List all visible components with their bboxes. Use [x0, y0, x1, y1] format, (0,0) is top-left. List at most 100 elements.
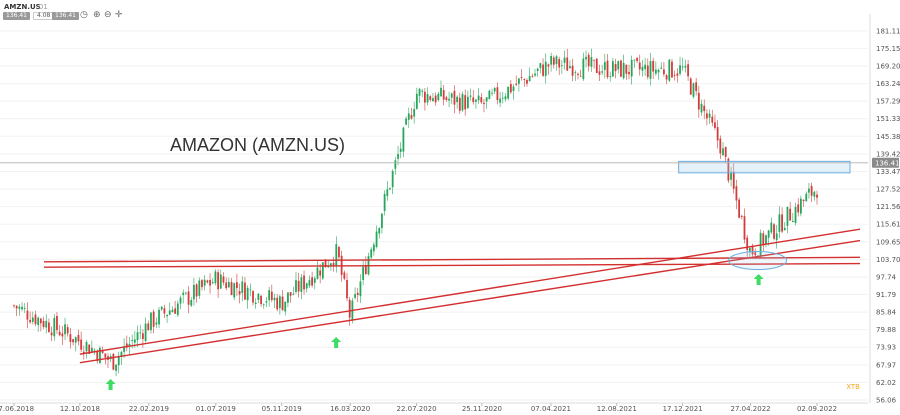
- candle-body: [284, 301, 287, 312]
- candle-body: [705, 113, 708, 119]
- candle-body: [198, 280, 201, 296]
- candle-body: [587, 54, 590, 67]
- up-arrow-icon: [753, 274, 764, 285]
- candle-body: [560, 65, 563, 66]
- resistance-zone: [678, 160, 851, 174]
- candle-body: [29, 319, 32, 323]
- candle-body: [246, 287, 249, 301]
- y-tick-label: 91.79: [876, 291, 896, 299]
- candle-body: [773, 224, 775, 239]
- crosshair-icon[interactable]: ✛: [115, 10, 123, 20]
- candle-body: [69, 334, 72, 342]
- candle-body: [104, 353, 107, 358]
- candle-body: [262, 304, 265, 306]
- candle-body: [700, 103, 703, 113]
- timeframe-label[interactable]: D1: [38, 3, 48, 11]
- candle-body: [391, 170, 394, 188]
- candle-body: [144, 323, 147, 342]
- candle-body: [93, 350, 96, 352]
- candle-body: [276, 297, 279, 310]
- candle-body: [536, 68, 539, 72]
- candle-body: [48, 322, 50, 333]
- candle-body: [740, 215, 743, 217]
- candle-body: [765, 235, 767, 245]
- candle-body: [625, 64, 628, 74]
- symbol-label[interactable]: AMZN.US: [4, 3, 41, 11]
- candle-body: [82, 351, 85, 354]
- candle-body: [426, 94, 429, 103]
- candle-body: [74, 337, 77, 343]
- candle-body: [273, 297, 276, 301]
- candle-body: [34, 314, 37, 325]
- candle-body: [692, 83, 695, 97]
- x-tick-label: 01.07.2019: [196, 405, 236, 413]
- candle-body: [590, 57, 593, 67]
- bid-price-box[interactable]: 136.41: [3, 12, 30, 20]
- candle-body: [399, 148, 402, 152]
- zoom-out-icon[interactable]: ⊖: [104, 10, 112, 20]
- candle-body: [649, 61, 652, 79]
- y-tick-label: 175.15: [876, 45, 900, 53]
- candles: [13, 48, 818, 377]
- candle-body: [233, 283, 236, 298]
- candle-body: [174, 308, 177, 314]
- candle-body: [209, 279, 211, 286]
- candle-body: [397, 154, 399, 159]
- candle-body: [330, 263, 332, 267]
- broker-logo: XTB: [846, 383, 860, 391]
- candle-body: [343, 272, 346, 279]
- candle-body: [684, 65, 687, 68]
- candle-body: [601, 71, 604, 73]
- candle-body: [50, 332, 53, 336]
- candle-body: [77, 334, 80, 342]
- support-ellipse: [728, 251, 788, 271]
- candle-body: [719, 138, 722, 154]
- candle-body: [201, 280, 203, 288]
- candle-body: [517, 78, 520, 84]
- candle-body: [281, 296, 284, 311]
- y-tick-label: 181.11: [876, 27, 900, 35]
- candle-body: [786, 206, 789, 226]
- candle-body: [778, 214, 781, 232]
- candle-body: [730, 172, 732, 180]
- candle-body: [808, 188, 810, 193]
- clock-icon[interactable]: ◷: [80, 10, 88, 20]
- candle-body: [117, 356, 120, 366]
- candle-body: [507, 86, 510, 99]
- candle-body: [799, 198, 802, 214]
- candle-body: [327, 266, 330, 268]
- candle-body: [504, 96, 507, 100]
- candle-body: [475, 99, 477, 102]
- ask-price-box[interactable]: 136.41: [52, 12, 79, 20]
- candle-body: [461, 93, 464, 111]
- y-tick-label: 79.88: [876, 326, 896, 334]
- candle-body: [791, 220, 794, 223]
- candle-body: [335, 244, 338, 267]
- candle-body: [805, 193, 808, 202]
- candle-body: [112, 353, 115, 370]
- candle-body: [630, 59, 633, 77]
- candle-body: [187, 291, 190, 305]
- candle-body: [413, 109, 416, 117]
- candle-body: [372, 244, 375, 252]
- candle-body: [179, 297, 182, 304]
- candle-body: [386, 189, 389, 197]
- candle-body: [375, 231, 378, 247]
- trend-line: [79, 228, 861, 355]
- candle-body: [767, 230, 770, 238]
- candle-body: [214, 271, 217, 284]
- candle-body: [405, 118, 408, 125]
- candle-body: [638, 62, 641, 70]
- candle-body: [265, 301, 268, 303]
- candle-body: [362, 266, 365, 280]
- candle-body: [437, 93, 440, 101]
- x-tick-label: 16.03.2020: [330, 405, 370, 413]
- candle-body: [58, 331, 61, 336]
- zoom-in-icon[interactable]: ⊕: [93, 10, 101, 20]
- candle-body: [555, 56, 558, 65]
- candle-body: [813, 191, 816, 197]
- candle-body: [743, 216, 746, 240]
- candle-body: [23, 307, 26, 309]
